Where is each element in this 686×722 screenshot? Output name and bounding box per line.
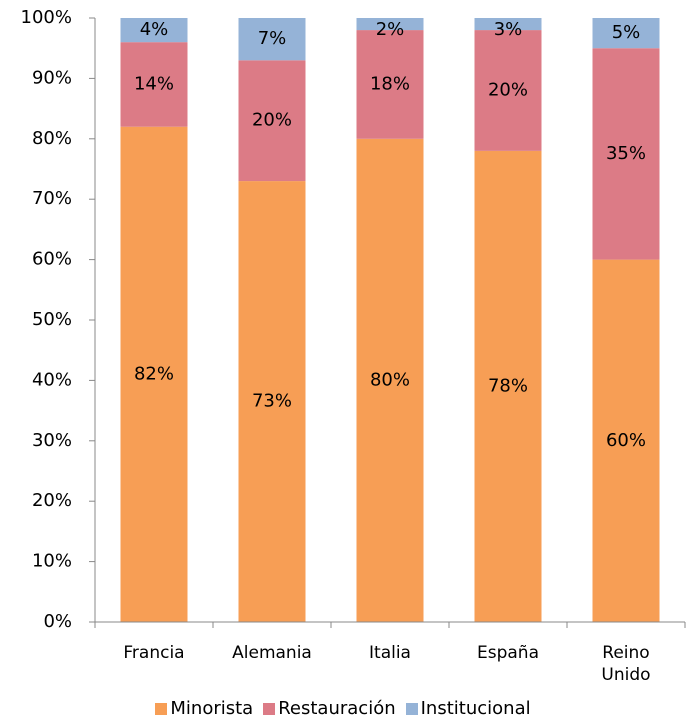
value-label: 20% — [488, 79, 528, 100]
x-tick-label: Italia — [369, 643, 411, 663]
legend-label: Restauración — [278, 698, 396, 719]
value-label: 73% — [252, 391, 292, 412]
y-tick-label: 80% — [32, 128, 72, 149]
y-tick-label: 50% — [32, 309, 72, 330]
value-label: 2% — [376, 19, 405, 40]
y-tick-label: 100% — [21, 7, 72, 28]
y-tick-label: 10% — [32, 551, 72, 572]
value-label: 20% — [252, 110, 292, 131]
value-label: 7% — [258, 28, 287, 49]
bar-segment — [592, 259, 660, 622]
y-tick-label: 70% — [32, 188, 72, 209]
x-tick-label: Francia — [123, 643, 185, 663]
value-label: 78% — [488, 375, 528, 396]
value-label: 5% — [612, 22, 641, 43]
legend-item: Institucional — [405, 698, 531, 719]
value-label: 18% — [370, 73, 410, 94]
bar-segment — [592, 48, 660, 260]
legend-swatch — [405, 702, 418, 715]
legend-swatch — [263, 702, 276, 715]
bar-segment — [356, 138, 424, 622]
bar-segment — [474, 150, 542, 622]
y-tick-label: 90% — [32, 67, 72, 88]
x-tick-label: Alemania — [232, 643, 312, 663]
value-label: 82% — [134, 363, 174, 384]
value-label: 4% — [140, 19, 169, 40]
bar-segment — [238, 181, 306, 622]
y-tick-label: 60% — [32, 249, 72, 270]
value-label: 80% — [370, 369, 410, 390]
y-tick-label: 30% — [32, 430, 72, 451]
value-label: 3% — [494, 19, 523, 40]
legend-swatch — [155, 702, 168, 715]
y-tick-label: 40% — [32, 369, 72, 390]
value-label: 14% — [134, 73, 174, 94]
legend-label: Institucional — [420, 698, 531, 719]
legend-label: Minorista — [170, 698, 254, 719]
legend-item: Restauración — [263, 698, 396, 719]
bar-segment — [474, 18, 542, 31]
value-label: 35% — [606, 143, 646, 164]
bar-segment — [592, 18, 660, 49]
bar-segment — [356, 30, 424, 139]
bar-segment — [120, 126, 188, 622]
legend-item: Minorista — [155, 698, 253, 719]
legend: Minorista Restauración Institucional — [0, 698, 686, 719]
x-tick-label: España — [477, 643, 539, 663]
bar-segment — [120, 18, 188, 43]
x-tick-label: Reino Unido — [601, 643, 651, 685]
y-tick-label: 0% — [43, 611, 72, 632]
bar-segment — [356, 18, 424, 31]
bar-segment — [238, 18, 306, 61]
value-label: 60% — [606, 430, 646, 451]
bar-segment — [238, 60, 306, 182]
y-tick-label: 20% — [32, 490, 72, 511]
bar-segment — [474, 30, 542, 151]
bar-segment — [120, 42, 188, 127]
